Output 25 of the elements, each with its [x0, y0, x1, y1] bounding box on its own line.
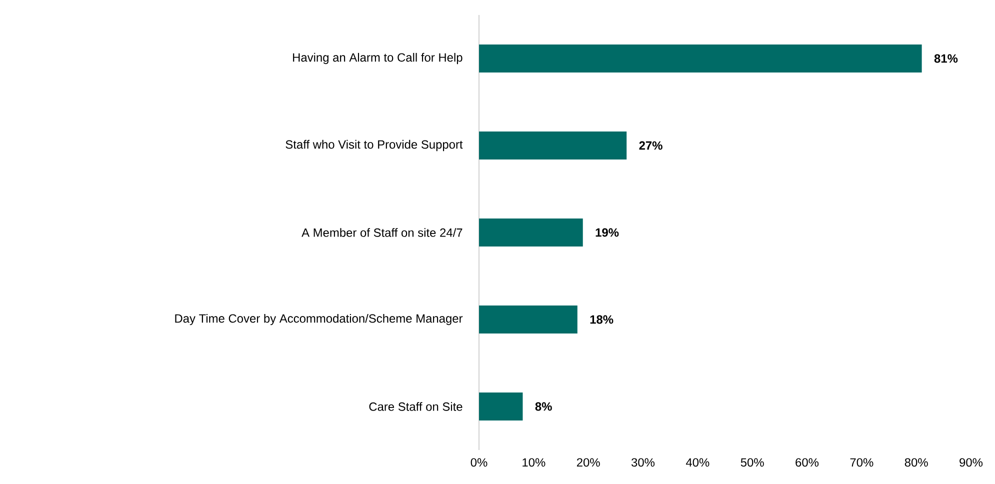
bar [479, 218, 583, 247]
y-tick-label: A Member of Staff on site 24/7 [302, 228, 462, 237]
x-tick-label: 70% [850, 458, 874, 467]
x-tick-label: 90% [960, 458, 983, 467]
data-label: 27% [639, 141, 662, 150]
x-tick-label: 80% [904, 458, 928, 467]
x-tick-label: 20% [576, 458, 600, 467]
data-label: 81% [934, 54, 958, 63]
x-tick-label: 10% [522, 458, 546, 467]
x-tick-label: 50% [740, 458, 764, 467]
x-tick-label: 0% [470, 458, 488, 467]
bar [479, 44, 922, 72]
x-tick-label: 40% [686, 458, 710, 467]
bar [479, 392, 523, 421]
bar [479, 132, 627, 160]
data-label: 19% [596, 228, 619, 237]
y-tick-label: Staff who Visit to Provide Support [286, 140, 463, 152]
x-tick-label: 60% [796, 458, 819, 467]
bar [479, 306, 578, 334]
x-tick-label: 30% [631, 458, 655, 467]
data-label: 8% [535, 402, 552, 411]
y-tick-label: Having an Alarm to Call for Help [293, 52, 462, 64]
y-tick-label: Day Time Cover by Accommodation/Scheme Manager [175, 314, 463, 326]
data-label: 18% [590, 315, 614, 324]
y-tick-label: Care Staff on Site [369, 402, 462, 411]
